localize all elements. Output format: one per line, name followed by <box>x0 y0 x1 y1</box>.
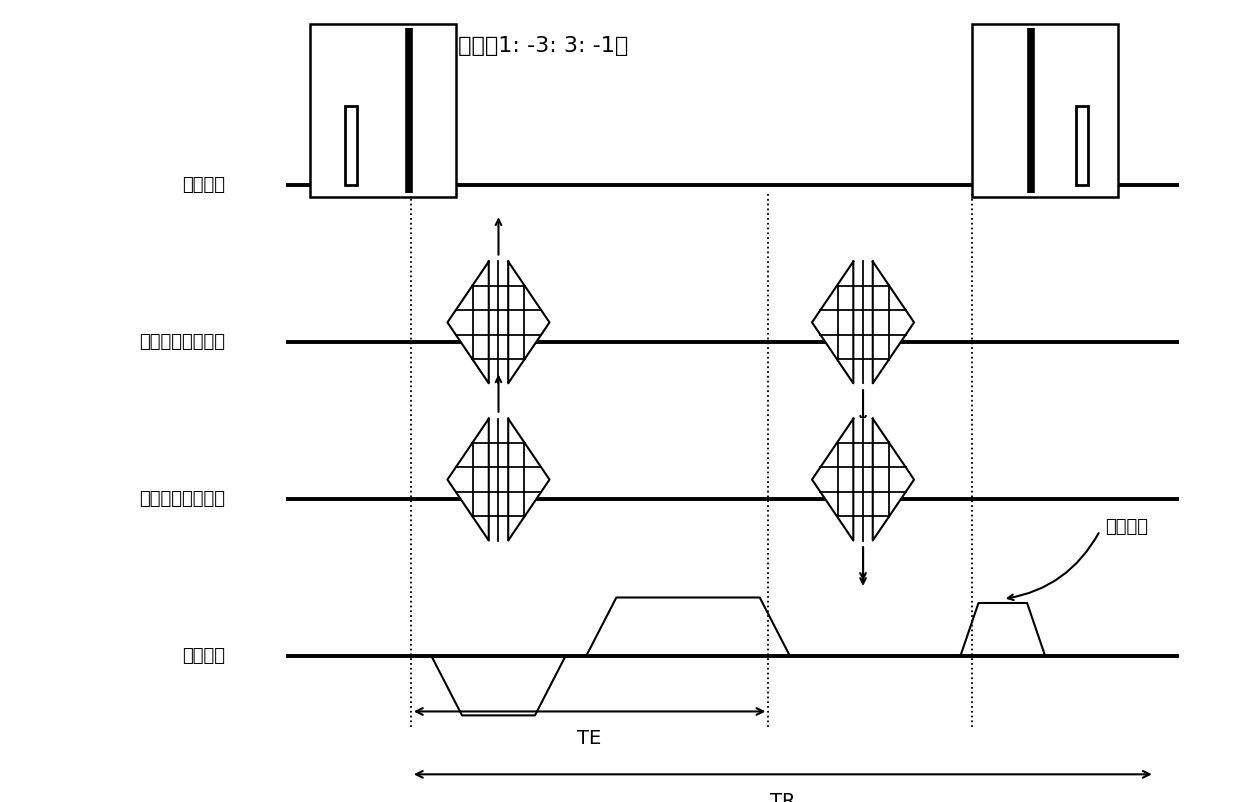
Text: TE: TE <box>578 729 601 747</box>
Text: 第二相位编码梯度: 第二相位编码梯度 <box>139 333 224 351</box>
Polygon shape <box>812 261 914 383</box>
Text: 散相梯度: 散相梯度 <box>1106 518 1148 536</box>
Bar <box>310 24 456 196</box>
Bar <box>1075 106 1087 185</box>
Text: 水激发脉冲（1: -3: 3: -1）: 水激发脉冲（1: -3: 3: -1） <box>418 35 627 55</box>
Polygon shape <box>812 419 914 541</box>
Text: 第一相位编码梯度: 第一相位编码梯度 <box>139 490 224 508</box>
Text: 读出梯度: 读出梯度 <box>182 647 224 666</box>
Polygon shape <box>448 261 549 383</box>
Bar <box>345 106 357 185</box>
Text: TR: TR <box>770 792 796 802</box>
Polygon shape <box>448 419 549 541</box>
Bar <box>972 24 1118 196</box>
Text: 射频脉冲: 射频脉冲 <box>182 176 224 194</box>
